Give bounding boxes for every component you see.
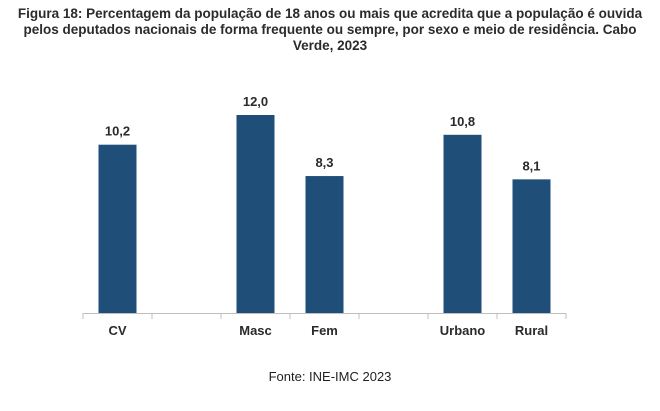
bar-cv [98, 144, 137, 313]
bar-urbano [443, 134, 482, 313]
tick-label-masc: Masc [239, 323, 272, 338]
title-line-1: Figura 18: Percentagem da população de 1… [17, 6, 643, 21]
data-label-masc: 12,0 [243, 94, 268, 109]
data-label-urbano: 10,8 [450, 114, 475, 129]
bar-rural [512, 179, 551, 313]
chart-title: Figura 18: Percentagem da população de 1… [10, 6, 650, 54]
data-label-rural: 8,1 [522, 158, 540, 173]
data-label-fem: 8,3 [315, 155, 333, 170]
source-note: Fonte: INE-IMC 2023 [268, 369, 392, 384]
data-label-cv: 10,2 [105, 124, 130, 139]
title-line-2: pelos deputados nacionais de forma frequ… [23, 22, 637, 37]
bar-fem [305, 176, 344, 313]
bar-masc [236, 115, 275, 313]
tick-label-rural: Rural [515, 323, 548, 338]
title-line-3: Verde, 2023 [292, 38, 368, 53]
tick-label-cv: CV [108, 323, 126, 338]
tick-label-fem: Fem [311, 323, 338, 338]
tick-label-urbano: Urbano [440, 323, 486, 338]
